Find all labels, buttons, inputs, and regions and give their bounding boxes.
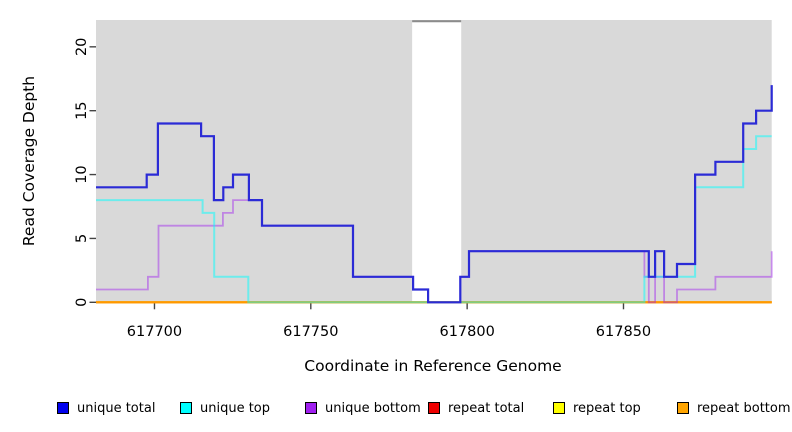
x-axis-label: Coordinate in Reference Genome (304, 357, 561, 375)
y-axis-tick-label: 0 (74, 298, 90, 307)
x-axis-tick-label: 617850 (596, 324, 651, 340)
y-axis-label: Read Coverage Depth (20, 76, 38, 246)
y-axis-tick-label: 15 (74, 101, 90, 119)
x-axis-tick-label: 617700 (127, 324, 182, 340)
coverage-gap-band (412, 20, 462, 303)
x-axis-tick-label: 617800 (439, 324, 494, 340)
x-axis-tick-label: 617750 (283, 324, 338, 340)
y-axis-tick-label: 10 (74, 165, 90, 183)
y-axis-tick-label: 5 (74, 234, 90, 243)
series-line-unique-total (96, 85, 773, 304)
series-line-unique-top (96, 135, 772, 304)
y-axis-tick-label: 20 (74, 38, 90, 56)
plot-panel: 0 5 10 15 20 617700 617750 617800 617850 (74, 20, 773, 340)
